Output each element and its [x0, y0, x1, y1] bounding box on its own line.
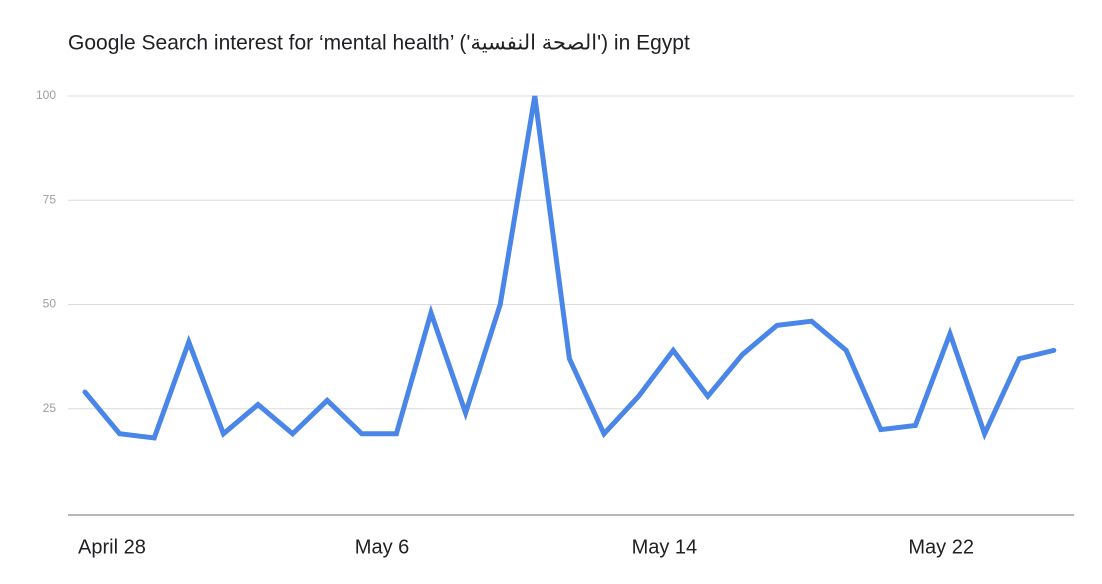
y-tick-label: 75 — [43, 192, 57, 206]
chart-title: Google Search interest for ‘mental healt… — [68, 32, 690, 55]
y-tick-label: 100 — [36, 88, 56, 102]
x-tick-label: May 14 — [632, 536, 698, 558]
x-tick-label: April 28 — [78, 536, 146, 558]
y-tick-label: 50 — [43, 297, 57, 311]
data-line — [82, 95, 1057, 441]
y-tick-label: 25 — [43, 401, 57, 415]
x-tick-label: May 22 — [908, 536, 974, 558]
x-tick-label: May 6 — [355, 536, 409, 558]
